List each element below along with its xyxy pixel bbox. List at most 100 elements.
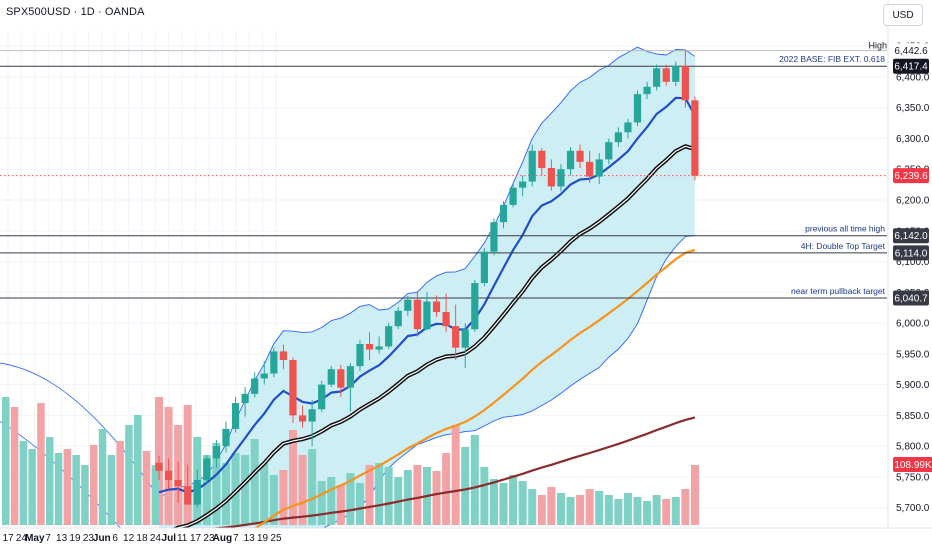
candle-body[interactable] bbox=[691, 100, 699, 176]
candle-body[interactable] bbox=[298, 415, 307, 422]
candle-body[interactable] bbox=[614, 132, 622, 143]
price-tick-label: 6,300.0 bbox=[896, 134, 930, 145]
candle-body[interactable] bbox=[624, 122, 632, 133]
candle-body[interactable] bbox=[413, 299, 421, 330]
candle-body[interactable] bbox=[270, 351, 278, 374]
pullback-tag: 6,040.7 bbox=[894, 294, 928, 305]
volume-bar bbox=[250, 439, 259, 525]
volume-bar bbox=[489, 479, 498, 525]
candle-body[interactable] bbox=[260, 373, 268, 379]
candle-body[interactable] bbox=[681, 65, 689, 101]
candle-body[interactable] bbox=[337, 369, 345, 388]
candle-body[interactable] bbox=[605, 142, 613, 160]
candle-body[interactable] bbox=[557, 169, 565, 187]
ema-long-line bbox=[158, 416, 696, 533]
volume-bar bbox=[671, 497, 680, 525]
candle-body[interactable] bbox=[595, 159, 603, 177]
ema-mid-line-inner bbox=[158, 145, 696, 539]
time-tick-label: Aug bbox=[213, 533, 232, 544]
candle-body[interactable] bbox=[452, 326, 460, 348]
candle-body[interactable] bbox=[519, 181, 527, 188]
candle-body[interactable] bbox=[155, 462, 163, 471]
candle-body[interactable] bbox=[289, 360, 297, 416]
price-tick-label: 5,950.0 bbox=[896, 349, 930, 360]
candle-body[interactable] bbox=[174, 480, 182, 487]
candle-body[interactable] bbox=[365, 344, 374, 350]
candle-body[interactable] bbox=[318, 384, 326, 410]
candle-body[interactable] bbox=[643, 86, 651, 95]
candle-body[interactable] bbox=[356, 344, 364, 367]
time-tick-label: 24 bbox=[16, 533, 28, 544]
time-tick-label: Jul bbox=[162, 533, 177, 544]
time-tick-label: 17 bbox=[2, 533, 14, 544]
volume-bar bbox=[151, 465, 160, 525]
volume-bar bbox=[614, 499, 623, 525]
candle-body[interactable] bbox=[499, 204, 508, 223]
candle-body[interactable] bbox=[404, 299, 412, 311]
time-tick-label: 19 bbox=[69, 533, 81, 544]
volume-bar bbox=[509, 475, 518, 525]
candle-body[interactable] bbox=[184, 486, 192, 505]
candle-body[interactable] bbox=[442, 312, 450, 327]
candle-body[interactable] bbox=[461, 329, 469, 348]
price-tick-label: 6,350.0 bbox=[896, 103, 930, 114]
candle-body[interactable] bbox=[231, 403, 240, 429]
candle-body[interactable] bbox=[633, 94, 642, 123]
price-tick-label: 5,850.0 bbox=[896, 411, 930, 422]
symbol-title[interactable]: SPX500USD · 1D · OANDA bbox=[6, 6, 145, 18]
candle-body[interactable] bbox=[432, 301, 441, 312]
candle-body[interactable] bbox=[547, 168, 555, 187]
candle-body[interactable] bbox=[509, 187, 517, 205]
volume-bar bbox=[623, 493, 632, 525]
candle-body[interactable] bbox=[662, 68, 670, 82]
candle-body[interactable] bbox=[538, 150, 546, 168]
volume-bar bbox=[604, 495, 613, 525]
volume-bar bbox=[202, 455, 211, 525]
price-tick-label: 6,100.0 bbox=[896, 257, 930, 268]
candle-body[interactable] bbox=[375, 346, 383, 350]
current-price-tag-bg bbox=[893, 168, 929, 184]
volume-bar bbox=[432, 471, 441, 525]
candle-body[interactable] bbox=[251, 378, 259, 394]
currency-button[interactable]: USD bbox=[883, 4, 923, 26]
volume-bar bbox=[403, 470, 412, 525]
candle-body[interactable] bbox=[279, 351, 288, 360]
volume-bar bbox=[81, 465, 89, 525]
candle-body[interactable] bbox=[164, 470, 173, 480]
volume-bar bbox=[327, 477, 336, 525]
candle-body[interactable] bbox=[471, 283, 479, 330]
candle-body[interactable] bbox=[576, 150, 584, 162]
candle-body[interactable] bbox=[308, 409, 316, 422]
volume-bar bbox=[2, 397, 10, 525]
candle-body[interactable] bbox=[327, 369, 335, 385]
candle-body[interactable] bbox=[222, 428, 230, 447]
candle-body[interactable] bbox=[490, 222, 498, 252]
volume-bar bbox=[556, 493, 565, 525]
volume-bar bbox=[125, 425, 133, 525]
double-top-tag: 6,114.0 bbox=[895, 248, 928, 259]
candle-body[interactable] bbox=[423, 301, 431, 330]
volume-bar bbox=[662, 499, 671, 525]
candle-body[interactable] bbox=[672, 65, 680, 82]
candle-body[interactable] bbox=[566, 150, 575, 170]
candle-body[interactable] bbox=[203, 458, 211, 480]
price-tick-label: 5,900.0 bbox=[896, 380, 930, 391]
candle-body[interactable] bbox=[394, 310, 402, 327]
candle-body[interactable] bbox=[346, 366, 354, 388]
candle-body[interactable] bbox=[528, 150, 536, 182]
candle-body[interactable] bbox=[385, 326, 393, 347]
candle-body[interactable] bbox=[480, 251, 488, 284]
candle-body[interactable] bbox=[241, 393, 249, 404]
time-tick-label: 23 bbox=[83, 533, 95, 544]
time-tick-label: 23 bbox=[203, 533, 215, 544]
volume-bar bbox=[346, 473, 355, 525]
candle-body[interactable] bbox=[193, 480, 201, 505]
time-tick-label: 7 bbox=[233, 533, 239, 544]
candle-body[interactable] bbox=[586, 161, 594, 177]
candle-body[interactable] bbox=[212, 446, 221, 459]
candle-body[interactable] bbox=[653, 68, 661, 87]
volume-bar bbox=[537, 495, 546, 525]
volume-bar bbox=[221, 463, 230, 525]
